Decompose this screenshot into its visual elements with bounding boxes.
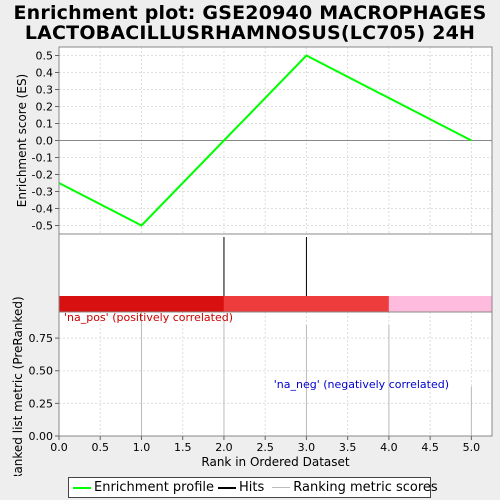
chart-title-line-2: LACTOBACILLUSRHAMNOSUS(LC705) 24H [24,22,476,44]
xtick-label-1: 0.5 [91,441,109,454]
xtick-label-10: 5.0 [463,441,481,454]
rank-panel-border [58,311,493,437]
legend-label-hits: Hits [239,480,265,495]
neg-correlated-label: 'na_neg' (negatively correlated) [274,378,449,391]
es-ytick-label-10: -0.5 [32,220,53,233]
legend-item-profile: Enrichment profile [73,480,214,495]
legend-swatch-hits [218,486,236,489]
legend-item-hits: Hits [218,480,264,495]
xtick-label-3: 1.5 [174,441,192,454]
es-ytick-label-7: -0.2 [32,169,53,182]
es-y-axis-label: Enrichment score (ES) [15,74,29,207]
es-ytick-label-0: 0.5 [36,50,54,63]
xtick-label-9: 4.5 [421,441,439,454]
color-bar-segment-2 [388,296,492,312]
legend-label-rank: Ranking metric scores [293,480,438,495]
es-ytick-label-9: -0.4 [32,203,53,216]
es-ytick-label-1: 0.4 [36,67,54,80]
es-ytick-label-4: 0.1 [36,118,54,131]
xtick-label-8: 4.0 [380,441,398,454]
enrichment-profile-line [58,54,472,227]
es-ytick-label-8: -0.3 [32,186,53,199]
legend: Enrichment profile Hits Ranking metric s… [68,477,438,498]
legend-swatch-profile [73,486,91,489]
rank-ytick-label-0: 0.00 [29,430,54,443]
es-ytick-label-5: 0.0 [36,135,54,148]
es-ytick-label-2: 0.3 [36,84,54,97]
x-axis-label: Rank in Ordered Dataset [201,455,349,469]
es-ytick-label-3: 0.2 [36,101,54,114]
rank-y-axis-label: Ranked list metric (PreRanked) [11,296,25,476]
legend-swatch-rank [272,487,291,488]
xtick-label-0: 0.0 [50,441,68,454]
es-ytick-label-6: -0.1 [32,152,53,165]
rank-ytick-label-2: 0.50 [29,365,54,378]
color-bar-segment-0 [59,296,224,312]
rank-ytick-label-1: 0.25 [29,397,54,410]
legend-item-rank: Ranking metric scores [272,480,438,495]
enrichment-chart: 0.5 0.4 0.3 0.2 0.1 0.0 -0.1 -0.2 -0.3 -0.4 -0.5 0.… [11,46,493,476]
xtick-label-4: 2.0 [215,441,233,454]
xtick-label-5: 2.5 [256,441,274,454]
color-bar-segment-1 [223,296,389,312]
rank-ytick-label-3: 0.75 [29,332,54,345]
pos-correlated-label: 'na_pos' (positively correlated) [64,311,233,324]
xtick-label-2: 1.0 [133,441,151,454]
legend-label-profile: Enrichment profile [94,480,214,495]
chart-title-line-1: Enrichment plot: GSE20940 MACROPHAGES [13,2,487,24]
xtick-label-6: 3.0 [298,441,316,454]
xtick-label-7: 3.5 [339,441,357,454]
rank-panel-bg [59,312,492,436]
